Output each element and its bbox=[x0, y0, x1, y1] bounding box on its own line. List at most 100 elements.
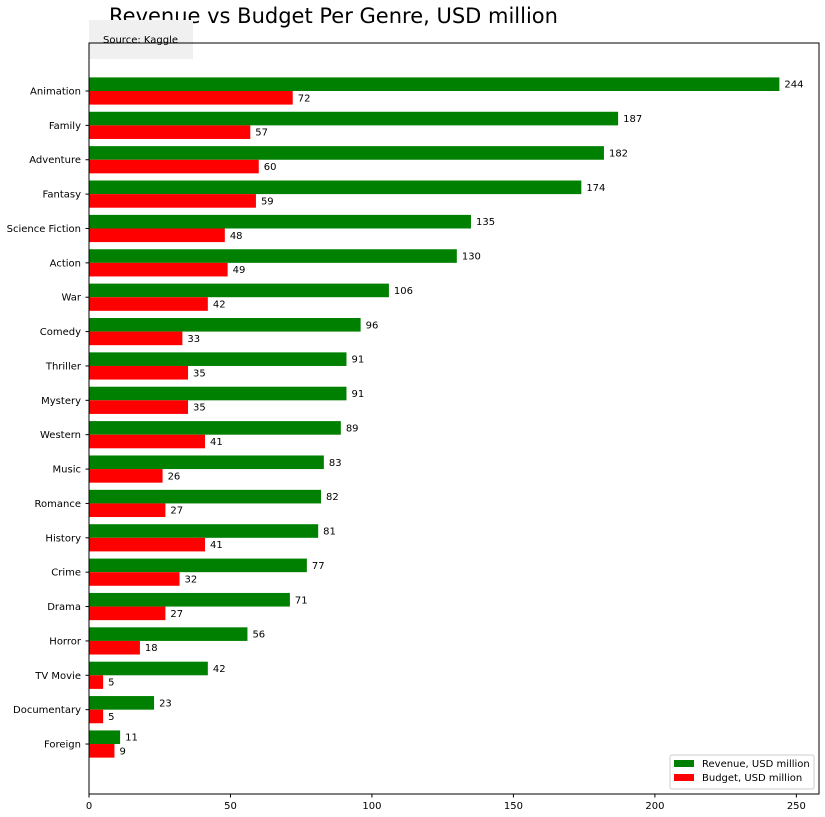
value-label-budget-family: 57 bbox=[255, 128, 268, 139]
value-label-revenue-mystery: 91 bbox=[351, 389, 364, 400]
value-label-budget-animation: 72 bbox=[298, 93, 311, 104]
value-label-revenue-history: 81 bbox=[323, 527, 336, 538]
bar-revenue-documentary bbox=[89, 696, 155, 710]
y-tick-label-family: Family bbox=[49, 121, 81, 132]
value-label-revenue-foreign: 11 bbox=[125, 733, 138, 744]
x-tick-label-50: 50 bbox=[224, 801, 237, 812]
y-tick-label-thriller: Thriller bbox=[45, 361, 82, 372]
value-label-revenue-drama: 71 bbox=[295, 595, 308, 606]
bar-budget-music bbox=[89, 469, 163, 483]
source-annotation: Source: Kaggle bbox=[89, 20, 193, 59]
y-tick-label-crime: Crime bbox=[51, 568, 81, 579]
y-tick-label-animation: Animation bbox=[30, 87, 81, 98]
value-label-budget-foreign: 9 bbox=[119, 746, 125, 757]
legend: Revenue, USD million Budget, USD million bbox=[669, 754, 815, 790]
bar-budget-western bbox=[89, 434, 206, 449]
x-tick-label-200: 200 bbox=[645, 801, 664, 812]
value-label-budget-horror: 18 bbox=[145, 643, 158, 654]
y-tick-label-foreign: Foreign bbox=[44, 740, 81, 751]
bar-revenue-music bbox=[89, 455, 324, 470]
bar-budget-documentary bbox=[89, 709, 104, 724]
value-label-revenue-music: 83 bbox=[329, 458, 342, 469]
value-label-budget-war: 42 bbox=[213, 300, 226, 311]
value-label-budget-music: 26 bbox=[168, 471, 181, 482]
bar-budget-family bbox=[89, 125, 251, 139]
x-tick-label-100: 100 bbox=[362, 801, 381, 812]
legend-label-budget: Budget, USD million bbox=[702, 773, 802, 784]
bar-budget-mystery bbox=[89, 400, 189, 414]
legend-swatch-revenue bbox=[674, 760, 694, 767]
source-text: Source: Kaggle bbox=[103, 35, 178, 46]
bar-budget-crime bbox=[89, 572, 180, 586]
value-label-revenue-documentary: 23 bbox=[159, 698, 172, 709]
value-label-revenue-thriller: 91 bbox=[351, 355, 364, 366]
value-label-budget-fantasy: 59 bbox=[261, 196, 274, 207]
y-tick-label-science-fiction: Science Fiction bbox=[7, 224, 81, 235]
bar-revenue-action bbox=[89, 249, 457, 263]
value-label-budget-mystery: 35 bbox=[193, 403, 206, 414]
bar-budget-fantasy bbox=[89, 194, 256, 208]
bar-revenue-family bbox=[89, 111, 619, 126]
bar-revenue-science-fiction bbox=[89, 214, 471, 229]
bar-revenue-mystery bbox=[89, 386, 347, 401]
value-label-revenue-animation: 244 bbox=[784, 80, 803, 91]
value-label-revenue-family: 187 bbox=[623, 114, 642, 125]
bar-revenue-fantasy bbox=[89, 180, 582, 195]
y-tick-label-history: History bbox=[45, 533, 81, 544]
y-tick-label-romance: Romance bbox=[35, 499, 81, 510]
bar-revenue-comedy bbox=[89, 317, 361, 332]
bar-budget-thriller bbox=[89, 365, 189, 380]
x-tick-label-0: 0 bbox=[86, 801, 92, 812]
value-label-budget-adventure: 60 bbox=[264, 162, 277, 173]
bar-revenue-foreign bbox=[89, 730, 121, 745]
y-tick-label-comedy: Comedy bbox=[40, 327, 81, 338]
y-tick-label-horror: Horror bbox=[49, 636, 82, 647]
value-label-budget-crime: 32 bbox=[185, 574, 198, 585]
bar-revenue-thriller bbox=[89, 352, 347, 366]
value-label-budget-history: 41 bbox=[210, 540, 223, 551]
bar-budget-science-fiction bbox=[89, 228, 225, 243]
value-label-budget-science-fiction: 48 bbox=[230, 231, 243, 242]
legend-label-revenue: Revenue, USD million bbox=[702, 759, 810, 770]
bar-budget-drama bbox=[89, 606, 166, 621]
bar-budget-tv-movie bbox=[89, 675, 104, 689]
y-tick-label-fantasy: Fantasy bbox=[43, 190, 82, 201]
y-tick-label-action: Action bbox=[50, 258, 81, 269]
x-tick-label-250: 250 bbox=[787, 801, 806, 812]
bar-revenue-crime bbox=[89, 558, 307, 573]
y-tick-label-adventure: Adventure bbox=[29, 155, 81, 166]
value-label-revenue-science-fiction: 135 bbox=[476, 217, 495, 228]
y-tick-label-tv-movie: TV Movie bbox=[34, 671, 81, 682]
y-tick-label-western: Western bbox=[40, 430, 81, 441]
legend-frame bbox=[669, 754, 815, 790]
value-label-revenue-tv-movie: 42 bbox=[213, 664, 226, 675]
y-tick-label-mystery: Mystery bbox=[41, 396, 81, 407]
bar-revenue-history bbox=[89, 524, 319, 538]
bar-budget-horror bbox=[89, 640, 140, 655]
value-label-budget-western: 41 bbox=[210, 437, 223, 448]
bar-revenue-war bbox=[89, 283, 389, 298]
y-tick-label-war: War bbox=[62, 293, 82, 304]
bar-budget-comedy bbox=[89, 331, 183, 346]
value-label-revenue-action: 130 bbox=[462, 252, 481, 263]
value-label-revenue-fantasy: 174 bbox=[586, 183, 605, 194]
value-label-revenue-comedy: 96 bbox=[366, 320, 379, 331]
x-tick-label-150: 150 bbox=[504, 801, 523, 812]
value-label-revenue-adventure: 182 bbox=[609, 148, 628, 159]
bar-revenue-animation bbox=[89, 77, 780, 91]
value-label-budget-thriller: 35 bbox=[193, 368, 206, 379]
bar-budget-romance bbox=[89, 503, 166, 518]
value-label-budget-drama: 27 bbox=[170, 609, 183, 620]
bar-budget-foreign bbox=[89, 744, 115, 758]
value-label-budget-documentary: 5 bbox=[108, 712, 114, 723]
value-label-revenue-romance: 82 bbox=[326, 492, 339, 503]
value-label-revenue-horror: 56 bbox=[252, 630, 265, 641]
bar-revenue-drama bbox=[89, 592, 290, 607]
value-label-budget-tv-movie: 5 bbox=[108, 678, 114, 689]
value-label-revenue-war: 106 bbox=[394, 286, 413, 297]
bar-budget-action bbox=[89, 262, 228, 277]
bar-revenue-adventure bbox=[89, 146, 604, 160]
bar-revenue-horror bbox=[89, 627, 248, 641]
value-label-revenue-crime: 77 bbox=[312, 561, 325, 572]
